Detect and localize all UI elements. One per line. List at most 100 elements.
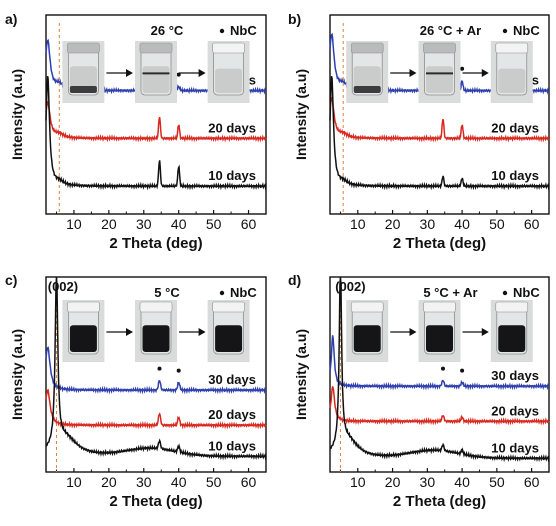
x-tick-label: 10 <box>66 216 82 232</box>
vial-photo-0-2 <box>207 41 250 103</box>
x-axis-label: 2 Theta (deg) <box>109 493 202 510</box>
vial-liquid <box>353 325 381 352</box>
series-line-20-days <box>329 96 550 143</box>
nbc-peak-marker <box>460 368 465 373</box>
chart-panel-d: 10 20 30 40 50 60 2 Theta (deg) Intensity (a.u)… <box>288 272 550 510</box>
x-tick-label: 60 <box>241 474 257 490</box>
x-tick-label: 30 <box>136 216 152 232</box>
vial-cap <box>495 301 529 313</box>
vial-photo-2-0 <box>62 300 105 362</box>
vial-liquid <box>498 68 526 93</box>
arrow-head <box>126 69 133 77</box>
arrow-head <box>481 69 489 77</box>
x-axis-label: 2 Theta (deg) <box>393 493 486 510</box>
vial-photo-0-1 <box>135 41 177 103</box>
vial-sediment <box>69 86 97 93</box>
series-label: 20 days <box>208 120 256 135</box>
series-label: 20 days <box>208 407 256 422</box>
vial-sediment <box>353 86 381 93</box>
vial-photo-2-2 <box>207 300 250 362</box>
panel-label: c) <box>5 272 17 288</box>
series-line-10-days <box>329 75 550 191</box>
x-tick-label: 40 <box>171 216 187 232</box>
process-arrow <box>179 328 206 336</box>
process-arrow <box>390 328 417 336</box>
vial-cap <box>139 42 173 54</box>
nbc-legend-marker <box>219 290 225 296</box>
panel-label: b) <box>288 11 301 27</box>
x-tick-label: 50 <box>206 216 222 232</box>
vial-cap <box>350 301 384 313</box>
series-label: 10 days <box>491 440 539 455</box>
x-tick-label: 60 <box>241 216 257 232</box>
condition-title: 5 °C <box>154 285 180 300</box>
y-axis-label: Intensity (a.u) <box>293 69 309 160</box>
series-label: 30 days <box>491 368 539 383</box>
nbc-legend-label: NbC <box>513 23 540 38</box>
x-tick-label: 10 <box>350 474 366 490</box>
nbc-legend-marker <box>219 28 225 34</box>
series-line-20-days <box>45 100 267 143</box>
vial-photo-1-2 <box>490 41 533 103</box>
x-tick-label: 60 <box>524 216 540 232</box>
x-tick-label: 30 <box>420 474 436 490</box>
vial-photo-3-1 <box>418 300 461 362</box>
x-tick-label: 50 <box>489 216 505 232</box>
condition-title: 5 °C + Ar <box>423 285 477 300</box>
nbc-legend-label: NbC <box>230 23 257 38</box>
process-arrow <box>462 69 489 77</box>
x-tick-label: 50 <box>489 474 505 490</box>
vial-photo-1-1 <box>418 41 461 103</box>
x-tick-label: 40 <box>454 216 470 232</box>
arrow-head <box>198 69 206 77</box>
nbc-peak-marker <box>157 366 162 371</box>
arrow-head <box>126 328 133 336</box>
x-tick-label: 30 <box>420 216 436 232</box>
nbc-peak-marker <box>460 66 465 71</box>
vial-cap <box>212 42 245 54</box>
nbc-peak-marker <box>440 366 445 371</box>
nbc-peak-marker <box>176 368 181 373</box>
vial-liquid <box>498 325 526 352</box>
series-label: 20 days <box>491 120 539 135</box>
series-line-20-days <box>329 386 550 426</box>
series-line-10-days <box>329 276 550 463</box>
x-tick-label: 30 <box>136 474 152 490</box>
series-label: 10 days <box>208 168 256 183</box>
series-line-10-days <box>45 75 267 191</box>
vial-photo-3-0 <box>346 300 389 362</box>
vial-cap <box>139 301 173 313</box>
vial-cap <box>67 42 100 54</box>
x-tick-label: 40 <box>454 474 470 490</box>
vial-photo-2-1 <box>135 300 177 362</box>
x-tick-label: 40 <box>171 474 187 490</box>
series-line-10-days <box>45 276 267 461</box>
vial-liquid <box>215 325 243 352</box>
x-tick-label: 60 <box>524 474 540 490</box>
process-arrow <box>106 69 133 77</box>
x-tick-label: 20 <box>101 474 117 490</box>
condition-title: 26 °C <box>151 23 184 38</box>
vial-liquid <box>142 325 170 352</box>
process-arrow <box>462 328 489 336</box>
panel-label: d) <box>288 272 301 288</box>
panel-label: a) <box>5 11 17 27</box>
nbc-legend-marker <box>502 290 508 296</box>
arrow-head <box>198 328 206 336</box>
series-label: 10 days <box>208 438 256 453</box>
vial-cap <box>495 42 529 54</box>
arrow-head <box>409 69 417 77</box>
series-label: 30 days <box>208 372 256 387</box>
vial-cap <box>67 301 100 313</box>
x-tick-label: 10 <box>66 474 82 490</box>
series-line-30-days <box>45 346 267 395</box>
vial-cap <box>423 301 456 313</box>
y-axis-label: Intensity (a.u) <box>9 329 25 420</box>
series-line-20-days <box>45 388 267 430</box>
vial-liquid <box>426 66 453 93</box>
y-axis-label: Intensity (a.u) <box>9 69 25 160</box>
vial-cap <box>350 42 384 54</box>
plot-frame <box>45 276 267 473</box>
peak-label-002: (002) <box>335 279 365 294</box>
